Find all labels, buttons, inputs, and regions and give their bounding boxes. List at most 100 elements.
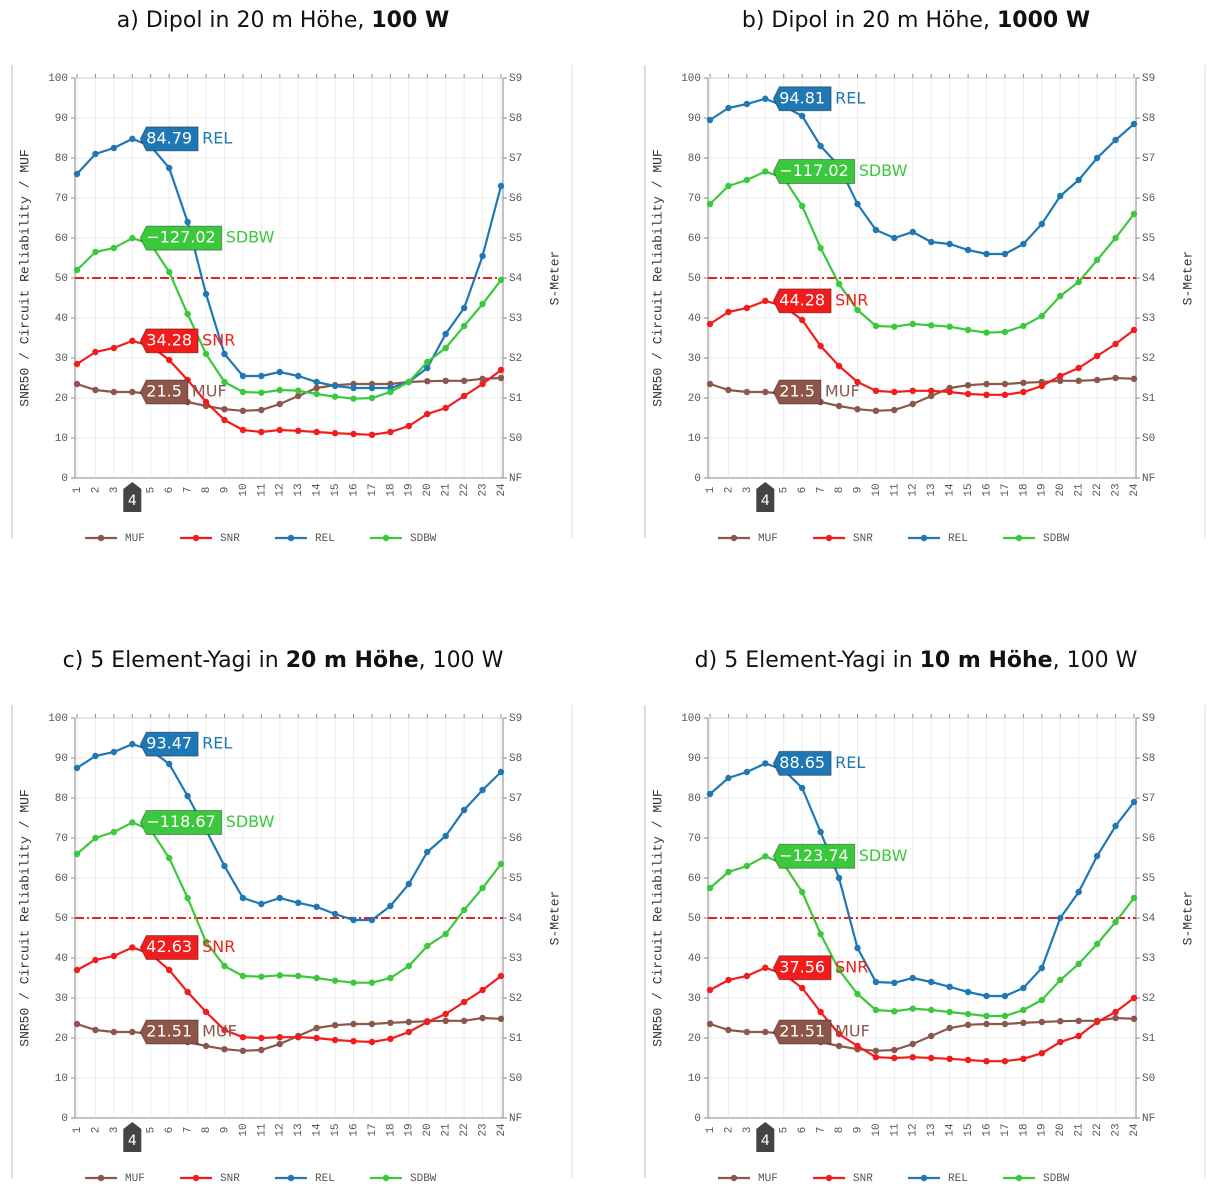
data-point [983,250,990,258]
data-point [743,768,751,776]
data-point [92,150,99,158]
y-tick-label: 80 [55,793,68,805]
series-line [709,97,1135,256]
tooltip-value: 21.5 [146,382,182,401]
data-point [276,386,283,394]
data-point [743,388,751,396]
data-point [479,986,486,994]
x-tick-label: 3 [742,487,754,494]
data-point [743,972,751,980]
tooltip-box [772,955,832,981]
y2-tick-label: S7 [509,153,522,165]
y-tick-label: 60 [688,233,701,245]
legend-dot [730,1174,738,1182]
title-part: d) 5 Element-Yagi in [694,648,920,673]
x-tick-label: 17 [367,1123,379,1136]
data-point [909,387,916,394]
legend-dot [287,534,295,542]
series-line [76,946,502,1044]
y2-tick-label: S4 [509,913,523,925]
data-point [1020,1019,1027,1026]
data-point [854,944,861,952]
data-point [909,1005,916,1012]
data-point [239,372,247,380]
data-point [184,988,191,996]
data-point [313,974,320,982]
data-point [350,1020,357,1028]
y-axis-label: SNR50 / Circuit Reliability / MUF [17,149,32,406]
y-tick-label: 100 [681,73,701,85]
data-point [1038,964,1046,972]
tooltip-value: 94.81 [779,88,825,107]
y2-tick-label: S6 [1142,833,1155,845]
y2-tick-label: S9 [509,713,522,725]
data-point [479,252,486,260]
data-point [1038,1050,1046,1057]
data-point [1075,364,1082,372]
data-point [313,378,320,386]
x-tick-label: 3 [109,1127,121,1134]
x-tick-label: 17 [367,483,379,496]
x-tick-label: 6 [797,1127,809,1134]
data-point [909,974,916,982]
y-tick-label: 90 [55,113,68,125]
data-point [1130,120,1138,128]
data-point [835,966,843,974]
data-point [1038,1018,1046,1026]
x-tick-label: 13 [926,1123,938,1136]
data-point [983,380,990,388]
data-point [460,392,468,400]
data-point [1020,1006,1027,1014]
data-point [497,972,505,980]
x-tick-label: 8 [834,487,846,494]
y2-tick-label: S6 [1142,193,1155,205]
data-point [1112,1014,1119,1022]
tooltip-box [772,158,856,184]
data-point [424,378,431,385]
data-point [1001,250,1009,258]
data-point [983,1058,990,1065]
data-point [835,402,843,410]
x-tick-label: 12 [908,483,920,496]
y2-tick-label: S4 [1142,913,1156,925]
chart-title: d) 5 Element-Yagi in 10 m Höhe, 100 W [633,648,1199,673]
data-point [258,389,265,396]
data-point [964,1021,972,1028]
data-point [129,234,136,242]
data-point [165,356,173,364]
y-tick-label: 80 [55,153,68,165]
data-point [1075,1032,1082,1040]
hover-label: 4 [128,493,137,509]
data-point [460,322,468,330]
tooltip-box [772,1019,832,1045]
x-tick-label: 7 [816,487,828,494]
legend-label: SNR [853,533,873,545]
data-point [405,1028,413,1036]
x-tick-label: 19 [1037,483,1049,496]
tooltip-value: 42.63 [146,937,192,956]
data-point [258,428,265,436]
data-point [368,1020,376,1028]
y-tick-label: 30 [688,993,701,1005]
x-tick-label: 16 [981,483,993,496]
x-tick-label: 19 [404,1123,416,1136]
x-tick-label: 6 [164,1127,176,1134]
chart: 1234567891011121314151617181920212223240… [644,705,1206,1185]
series-line [76,376,502,412]
data-point [946,1055,953,1062]
y2-tick-label: S9 [1142,713,1155,725]
data-point [706,884,714,892]
data-point [424,358,431,366]
data-point [387,428,394,436]
y2-tick-label: S8 [1142,113,1155,125]
data-point [762,168,769,175]
data-point [221,378,228,386]
tooltip-box [139,126,199,152]
tooltip-box [139,731,199,757]
data-point [276,1040,283,1048]
data-point [854,406,861,413]
data-point [798,112,806,120]
hover-label: 4 [761,1133,770,1149]
data-point [221,350,228,358]
